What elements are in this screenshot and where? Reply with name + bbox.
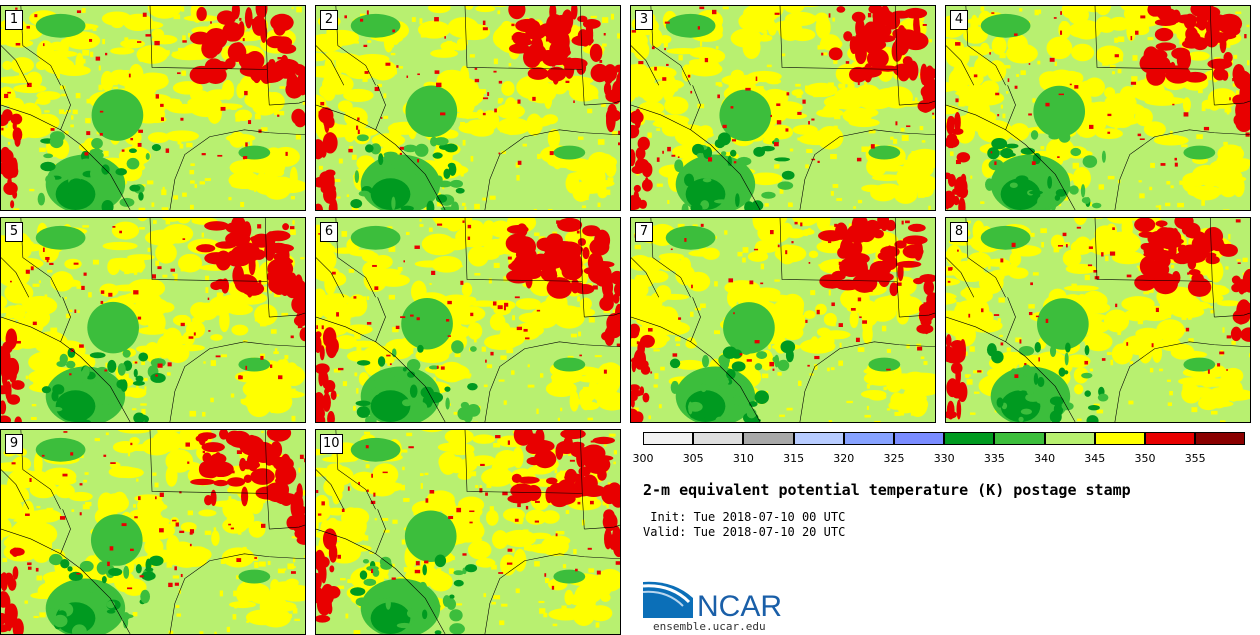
postage-stamp-map: 10 [315, 429, 621, 635]
member-number-label: 10 [320, 434, 343, 454]
member-number-label: 4 [950, 10, 968, 30]
colorbar-tick-label: 355 [1184, 452, 1206, 465]
init-time: Init: Tue 2018-07-10 00 UTC [643, 510, 846, 524]
colorbar-tick-label: 345 [1084, 452, 1106, 465]
colorbar-tick-label: 325 [883, 452, 905, 465]
colorbar [643, 432, 1247, 445]
colorbar-tick-label: 350 [1134, 452, 1156, 465]
member-map [946, 218, 1250, 422]
postage-stamp-map: 3 [630, 5, 936, 211]
postage-stamp-map: 2 [315, 5, 621, 211]
member-number-label: 9 [5, 434, 23, 454]
postage-stamp-map: 7 [630, 217, 936, 423]
postage-stamp-map: 8 [945, 217, 1251, 423]
colorbar-segment [693, 432, 744, 445]
ncar-logo: NCAR [643, 581, 782, 620]
colorbar-tick-label: 340 [1034, 452, 1056, 465]
colorbar-segment [743, 432, 794, 445]
svg-text:NCAR: NCAR [697, 590, 782, 620]
colorbar-tick-label: 320 [833, 452, 855, 465]
postage-stamp-map: 9 [0, 429, 306, 635]
postage-stamp-map: 4 [945, 5, 1251, 211]
member-map [631, 6, 935, 210]
colorbar-segment [793, 432, 844, 445]
colorbar-tick-label: 300 [632, 452, 654, 465]
colorbar-segment [1044, 432, 1095, 445]
member-map [316, 6, 620, 210]
chart-title: 2-m equivalent potential temperature (K)… [643, 481, 1131, 499]
member-map [1, 218, 305, 422]
member-number-label: 6 [320, 222, 338, 242]
colorbar-tick-label: 315 [783, 452, 805, 465]
colorbar-segment [894, 432, 945, 445]
colorbar-segment [643, 432, 694, 445]
member-map [316, 430, 620, 634]
member-number-label: 2 [320, 10, 338, 30]
member-map [946, 6, 1250, 210]
member-map [631, 218, 935, 422]
member-map [316, 218, 620, 422]
colorbar-tick-label: 310 [732, 452, 754, 465]
colorbar-segment [1094, 432, 1145, 445]
colorbar-tick-label: 335 [983, 452, 1005, 465]
colorbar-segment [1145, 432, 1196, 445]
postage-stamp-map: 1 [0, 5, 306, 211]
postage-stamp-map: 6 [315, 217, 621, 423]
member-number-label: 1 [5, 10, 23, 30]
valid-time: Valid: Tue 2018-07-10 20 UTC [643, 525, 846, 539]
colorbar-segment [843, 432, 894, 445]
member-number-label: 8 [950, 222, 968, 242]
postage-stamp-map: 5 [0, 217, 306, 423]
member-number-label: 7 [635, 222, 653, 242]
member-map [1, 6, 305, 210]
colorbar-tick-label: 305 [682, 452, 704, 465]
colorbar-tick-label: 330 [933, 452, 955, 465]
member-map [1, 430, 305, 634]
site-url: ensemble.ucar.edu [653, 620, 766, 633]
member-number-label: 3 [635, 10, 653, 30]
member-number-label: 5 [5, 222, 23, 242]
colorbar-segment [994, 432, 1045, 445]
colorbar-segment [1195, 432, 1246, 445]
colorbar-segment [944, 432, 995, 445]
